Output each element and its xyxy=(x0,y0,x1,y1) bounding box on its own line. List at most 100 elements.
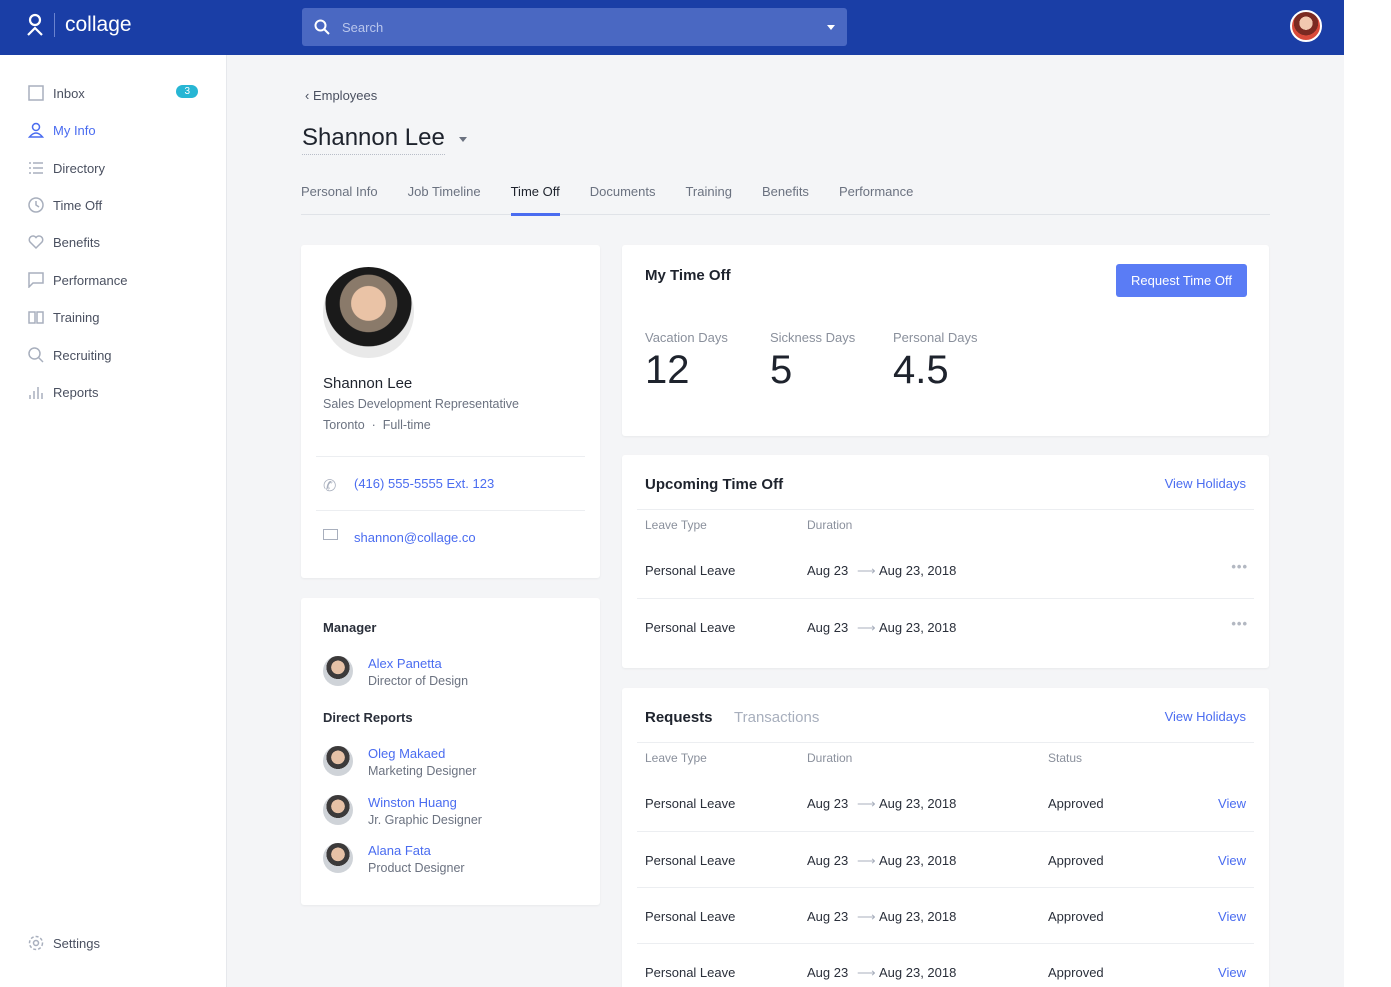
avatar xyxy=(323,746,353,776)
manager-title: Director of Design xyxy=(368,674,469,688)
leave-end: Aug 23, 2018 xyxy=(879,620,957,635)
sidebar-item-directory[interactable]: Directory xyxy=(28,158,198,178)
view-holidays-link[interactable]: View Holidays xyxy=(1164,476,1246,491)
team-card: Manager Alex Panetta Director of Design … xyxy=(301,598,600,905)
collage-logo-icon xyxy=(27,13,43,36)
table-header: Leave Type Duration xyxy=(637,509,1254,541)
sidebar-item-label: Directory xyxy=(53,160,106,176)
sidebar-item-benefits[interactable]: Benefits xyxy=(28,232,198,252)
leave-end: Aug 23, 2018 xyxy=(879,965,957,980)
tab-documents[interactable]: Documents xyxy=(589,184,656,199)
search-icon xyxy=(314,19,330,35)
view-request-link[interactable]: View xyxy=(1218,909,1246,924)
sidebar-item-recruiting[interactable]: Recruiting xyxy=(28,345,198,365)
tab-transactions[interactable]: Transactions xyxy=(734,709,820,726)
sidebar-item-training[interactable]: Training xyxy=(28,307,198,327)
profile-card: Shannon Lee Sales Development Representa… xyxy=(301,245,600,578)
column-header: Status xyxy=(1048,751,1083,765)
leave-type: Personal Leave xyxy=(645,620,736,635)
phone-icon: ✆ xyxy=(323,478,337,495)
table-header: Leave Type Duration Status xyxy=(637,742,1254,774)
leave-start: Aug 23 xyxy=(807,563,849,578)
mail-icon xyxy=(323,529,338,540)
heart-icon xyxy=(28,235,44,250)
chevron-down-icon[interactable] xyxy=(827,24,835,34)
column-header: Leave Type xyxy=(645,751,707,765)
logo[interactable]: collage xyxy=(26,13,132,37)
tab-job-timeline[interactable]: Job Timeline xyxy=(407,184,481,199)
tab-benefits[interactable]: Benefits xyxy=(761,184,809,199)
arrow-right-icon: ⟶ xyxy=(857,909,876,924)
more-options-icon[interactable]: ••• xyxy=(1231,616,1248,631)
arrow-right-icon: ⟶ xyxy=(857,620,876,635)
report-title: Marketing Designer xyxy=(368,764,477,778)
report-title: Jr. Graphic Designer xyxy=(368,813,482,827)
tab-performance[interactable]: Performance xyxy=(838,184,914,199)
bar-chart-icon xyxy=(29,387,43,399)
breadcrumb[interactable]: ‹ Employees xyxy=(305,88,377,103)
sidebar: Inbox 3 My Info Directory Time Off Benefi… xyxy=(0,55,227,987)
status: Approved xyxy=(1048,909,1104,924)
more-options-icon[interactable]: ••• xyxy=(1231,559,1248,574)
profile-job-title: Sales Development Representative xyxy=(323,397,519,411)
inbox-icon xyxy=(28,85,44,101)
report-name[interactable]: Oleg Makaed xyxy=(368,746,446,761)
sidebar-item-reports[interactable]: Reports xyxy=(28,382,198,402)
status: Approved xyxy=(1048,796,1104,811)
leave-start: Aug 23 xyxy=(807,796,849,811)
status: Approved xyxy=(1048,853,1104,868)
leave-type: Personal Leave xyxy=(645,796,736,811)
list-icon xyxy=(29,162,43,174)
leave-end: Aug 23, 2018 xyxy=(879,853,957,868)
page-title[interactable]: Shannon Lee xyxy=(302,124,445,155)
table-row: Personal Leave Aug 23 ⟶ Aug 23, 2018 ••• xyxy=(637,542,1254,598)
sidebar-item-inbox[interactable]: Inbox 3 xyxy=(28,83,198,103)
sidebar-item-label: Training xyxy=(53,309,100,325)
sidebar-item-label: Benefits xyxy=(53,234,100,250)
search-bar[interactable] xyxy=(302,8,847,46)
arrow-right-icon: ⟶ xyxy=(857,563,876,578)
search-input[interactable] xyxy=(342,19,827,35)
view-request-link[interactable]: View xyxy=(1218,796,1246,811)
sidebar-item-my-info[interactable]: My Info xyxy=(28,120,198,140)
sidebar-item-time-off[interactable]: Time Off xyxy=(28,195,198,215)
leave-start: Aug 23 xyxy=(807,965,849,980)
profile-photo xyxy=(323,267,414,358)
breadcrumb-employees: Employees xyxy=(312,88,378,103)
email-link[interactable]: shannon@collage.co xyxy=(354,530,476,545)
report-name[interactable]: Winston Huang xyxy=(368,795,457,810)
tab-personal-info[interactable]: Personal Info xyxy=(301,184,378,199)
chevron-down-icon[interactable] xyxy=(459,137,467,146)
avatar xyxy=(323,656,353,686)
sidebar-item-label: My Info xyxy=(53,122,96,138)
column-header: Leave Type xyxy=(645,518,707,532)
manager-name[interactable]: Alex Panetta xyxy=(368,656,442,671)
sidebar-item-settings[interactable]: Settings xyxy=(28,933,198,953)
tab-training[interactable]: Training xyxy=(685,184,732,199)
tab-time-off[interactable]: Time Off xyxy=(510,184,560,216)
balance-value: 12 xyxy=(645,348,690,392)
report-name[interactable]: Alana Fata xyxy=(368,843,431,858)
card-title: My Time Off xyxy=(645,267,731,284)
leave-end: Aug 23, 2018 xyxy=(879,909,957,924)
user-avatar[interactable] xyxy=(1290,10,1322,42)
view-request-link[interactable]: View xyxy=(1218,853,1246,868)
top-bar: collage xyxy=(0,0,1344,55)
leave-type: Personal Leave xyxy=(645,965,736,980)
divider xyxy=(316,456,585,457)
view-request-link[interactable]: View xyxy=(1218,965,1246,980)
table-row: Personal Leave Aug 23 ⟶ Aug 23, 2018 Approve… xyxy=(637,831,1254,887)
tab-requests[interactable]: Requests xyxy=(645,709,713,726)
clock-icon xyxy=(28,197,44,213)
column-header: Duration xyxy=(807,518,853,532)
book-icon xyxy=(28,311,44,324)
my-time-off-card: My Time Off Request Time Off Vacation Da… xyxy=(622,245,1269,436)
chat-icon xyxy=(28,272,44,288)
request-time-off-button[interactable]: Request Time Off xyxy=(1116,264,1247,297)
brand-name: collage xyxy=(65,13,132,36)
arrow-right-icon: ⟶ xyxy=(857,853,876,868)
phone-link[interactable]: (416) 555-5555 Ext. 123 xyxy=(354,476,495,491)
view-holidays-link[interactable]: View Holidays xyxy=(1164,709,1246,724)
sidebar-item-performance[interactable]: Performance xyxy=(28,270,198,290)
logo-divider xyxy=(54,13,55,37)
